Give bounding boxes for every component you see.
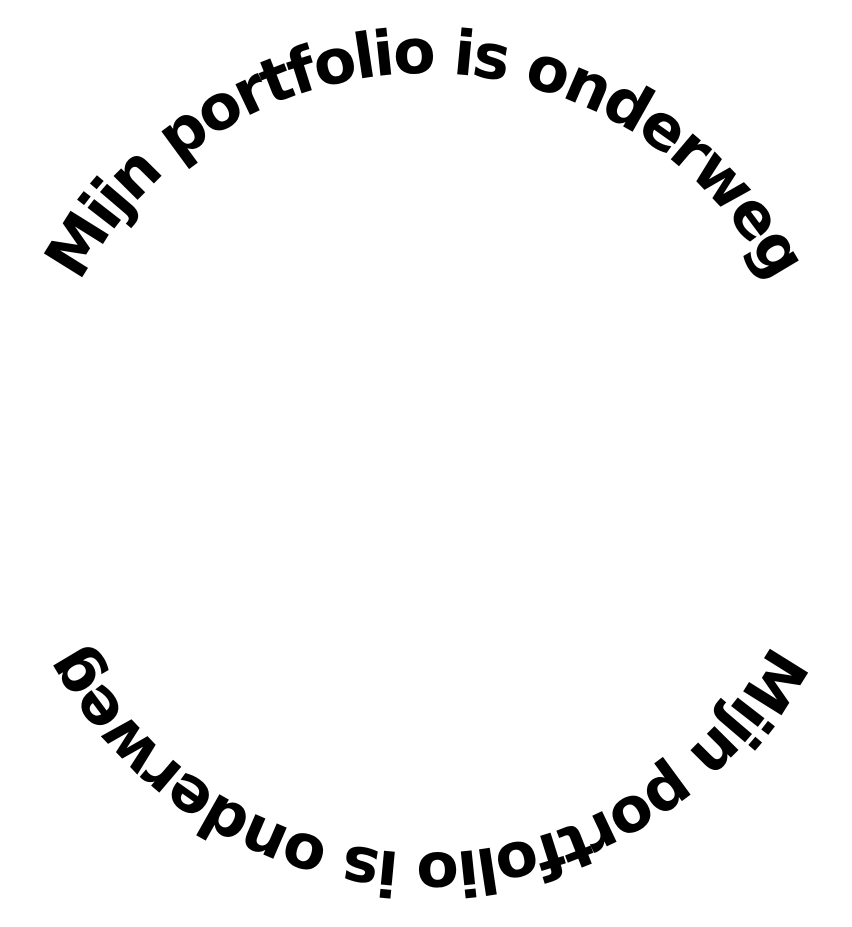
ring-bottom: Mijn portfolio is onderweg <box>30 636 822 912</box>
ring-text: Mijn portfolio is onderweg <box>30 15 822 291</box>
ring-text: Mijn portfolio is onderweg <box>30 636 822 912</box>
ring-top: Mijn portfolio is onderweg <box>30 15 822 291</box>
ring-text-path: Mijn portfolio is onderweg <box>30 636 822 912</box>
ring-text-path: Mijn portfolio is onderweg <box>30 15 822 291</box>
